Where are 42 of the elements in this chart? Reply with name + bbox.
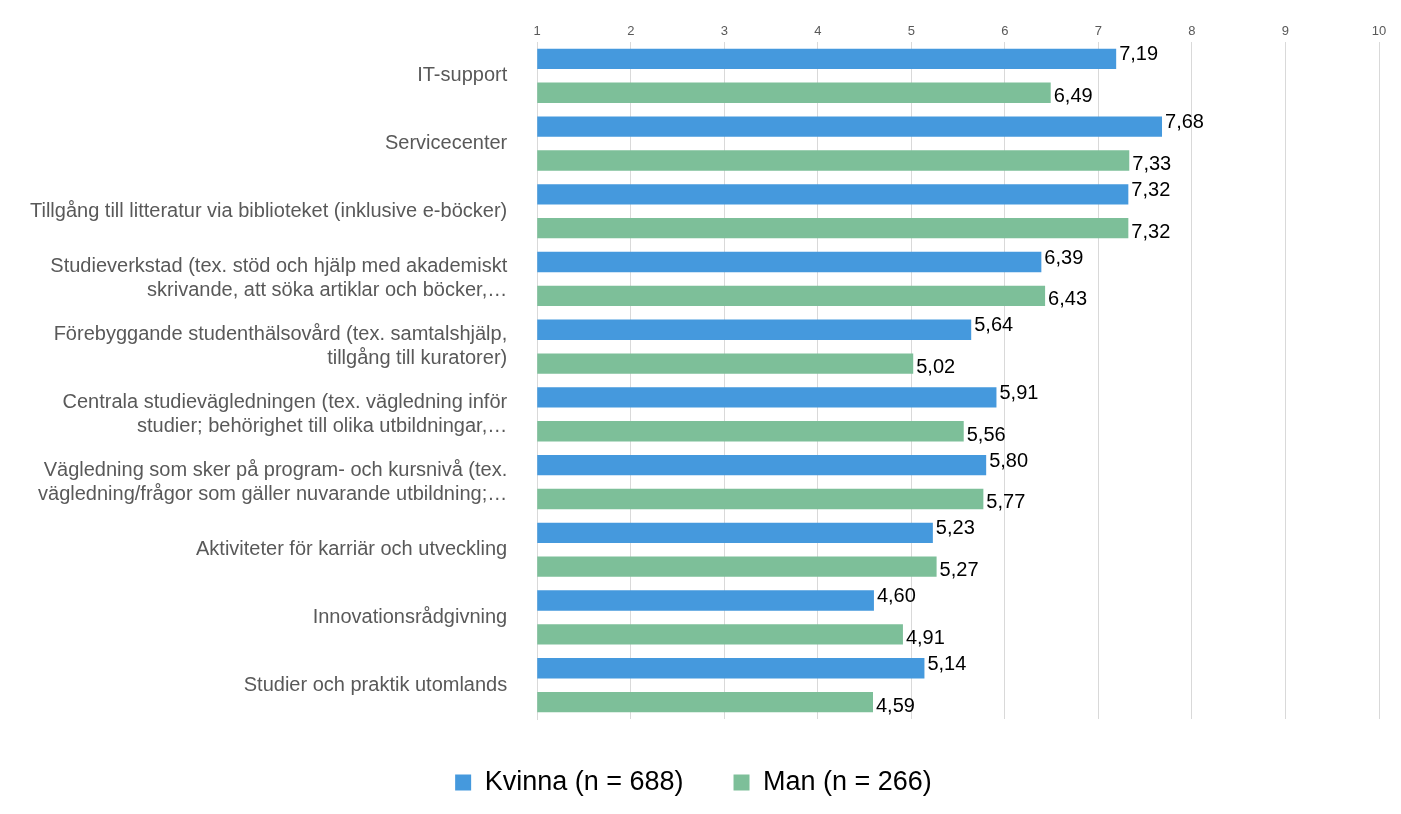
data-label: 5,02	[916, 355, 956, 378]
y-tick-label: Studieverkstad (tex. stöd och hjälp med akademiskt skrivande, att söka artiklar och böcker,…	[50, 254, 508, 301]
data-label: 7,33	[1132, 151, 1172, 174]
data-label: 7,19	[1119, 42, 1159, 65]
data-label: 5,14	[927, 651, 967, 674]
y-tick-label: Centrala studievägledningen (tex. vägledning inför studier; behörighet till olika utbildningar,…	[62, 389, 508, 436]
data-label: 4,59	[876, 693, 915, 716]
data-label: 6,49	[1053, 84, 1093, 107]
y-tick-label: Innovationsrådgivning	[312, 604, 508, 627]
data-label: 5,80	[989, 448, 1029, 471]
data-label: 5,27	[939, 558, 979, 581]
y-tick-label: Vägledning som sker på program- och kursnivå (tex. vägledning/frågor som gäller nuvarande utbildning;…	[38, 457, 508, 504]
data-label: 5,64	[974, 313, 1014, 336]
x-tick-label: 2	[627, 22, 635, 38]
data-label: 4,60	[876, 584, 916, 607]
x-tick-label: 10	[1371, 22, 1387, 38]
y-tick-label: Aktiviteter för karriär och utveckling	[195, 537, 508, 560]
data-label: 6,43	[1048, 287, 1088, 310]
data-label: 5,23	[935, 516, 975, 539]
x-tick-label: 3	[720, 22, 728, 38]
data-label: 4,91	[905, 625, 945, 648]
data-label: 5,91	[999, 380, 1039, 403]
x-tick-label: 1	[533, 22, 541, 38]
data-label: 7,32	[1131, 177, 1171, 200]
x-tick-label: 7	[1094, 22, 1103, 38]
y-tick-label: IT-support	[417, 63, 508, 86]
y-tick-label: Servicecenter	[384, 131, 508, 154]
data-label: 7,68	[1165, 110, 1204, 133]
y-tick-label: Tillgång till litteratur via biblioteket (inklusive e-böcker)	[29, 198, 508, 221]
x-tick-label: 6	[1001, 22, 1009, 38]
x-tick-label: 5	[907, 22, 915, 38]
x-tick-label: 9	[1281, 22, 1290, 38]
x-tick-label: 8	[1188, 22, 1196, 38]
x-tick-label: 4	[814, 22, 822, 38]
data-label: 6,39	[1044, 245, 1084, 268]
y-tick-label: Förebyggande studenthälsovård (tex. samtalshjälp, tillgång till kuratorer)	[53, 322, 508, 369]
data-label: 7,32	[1131, 219, 1171, 242]
data-label: 5,77	[986, 490, 1026, 513]
legend-label: Kvinna (n = 688)	[484, 765, 684, 796]
data-label: 5,56	[966, 422, 1006, 445]
legend-label: Man (n = 266)	[763, 765, 932, 796]
y-tick-label: Studier och praktik utomlands	[243, 672, 508, 695]
